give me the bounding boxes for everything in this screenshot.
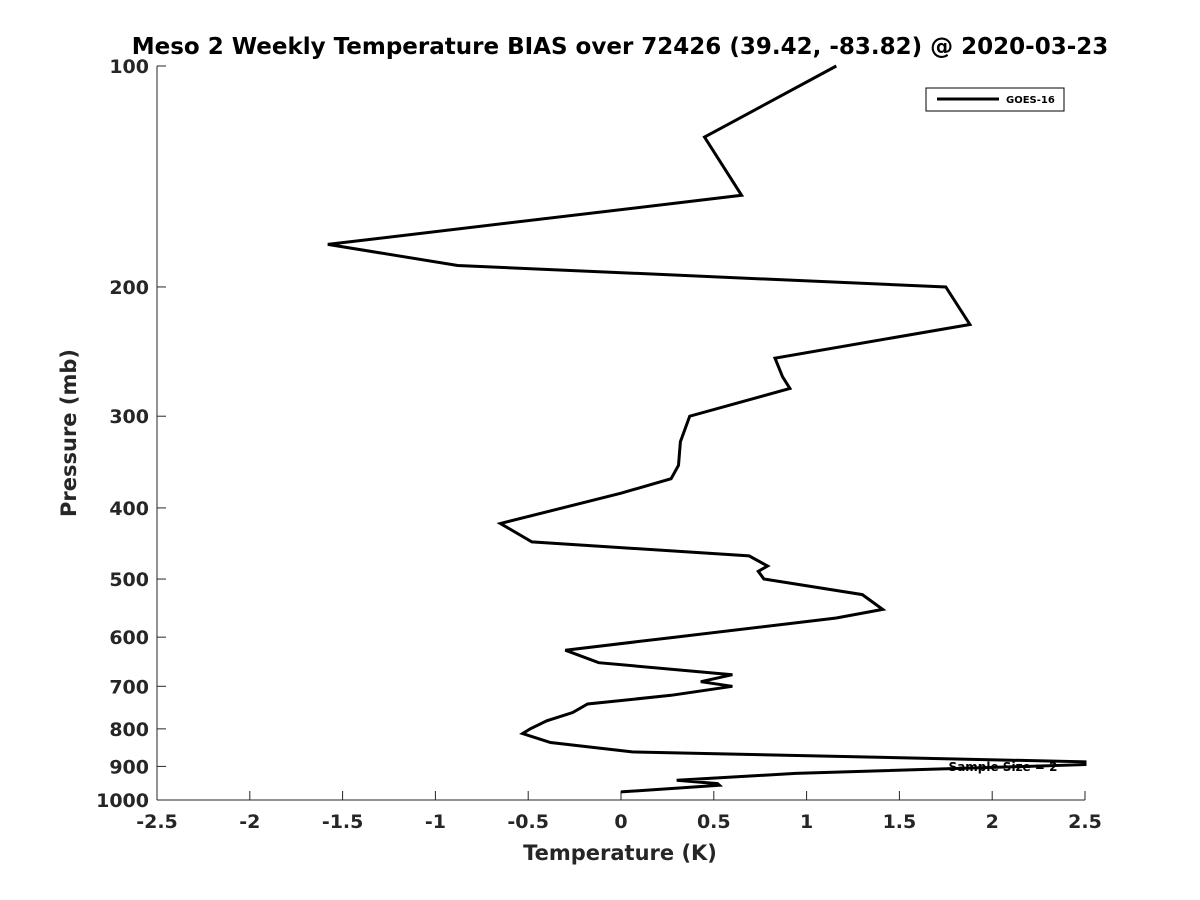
x-tick-label: 1.5 <box>883 811 917 833</box>
x-tick-label: -1 <box>425 811 446 833</box>
x-tick-label: 0 <box>614 811 627 833</box>
series-line-goes-16 <box>327 64 1087 794</box>
x-tick-label: -0.5 <box>507 811 549 833</box>
axes <box>156 66 1085 801</box>
y-axis-ticks: 100 200 300 400 500 600 700 800 900 1000 <box>96 56 166 812</box>
sample-size-annotation: Sample Size = 2 <box>949 760 1058 774</box>
y-tick-label: 200 <box>109 277 149 299</box>
legend-label-goes-16: GOES-16 <box>1006 95 1055 106</box>
y-tick-label: 600 <box>109 627 149 649</box>
x-tick-label: 2 <box>986 811 999 833</box>
y-tick-label: 900 <box>109 756 149 778</box>
x-tick-label: -1.5 <box>322 811 364 833</box>
chart-title: Meso 2 Weekly Temperature BIAS over 7242… <box>132 34 1109 60</box>
y-tick-label: 100 <box>109 56 149 78</box>
y-tick-label: 800 <box>109 719 149 741</box>
x-axis-label: Temperature (K) <box>523 841 717 865</box>
x-axis-ticks: -2.5 -2 -1.5 -1 -0.5 0 0.5 1 1.5 2 2.5 <box>136 791 1102 833</box>
y-axis-label: Pressure (mb) <box>57 349 81 517</box>
y-tick-label: 300 <box>109 406 149 428</box>
x-tick-label: 0.5 <box>697 811 731 833</box>
x-tick-label: -2 <box>239 811 260 833</box>
y-tick-label: 500 <box>109 569 149 591</box>
x-tick-label: -2.5 <box>136 811 178 833</box>
y-tick-label: 400 <box>109 498 149 520</box>
y-tick-label: 700 <box>109 676 149 698</box>
legend: GOES-16 <box>925 87 1065 112</box>
y-tick-label: 1000 <box>96 790 149 812</box>
x-tick-label: 2.5 <box>1068 811 1102 833</box>
x-tick-label: 1 <box>800 811 813 833</box>
